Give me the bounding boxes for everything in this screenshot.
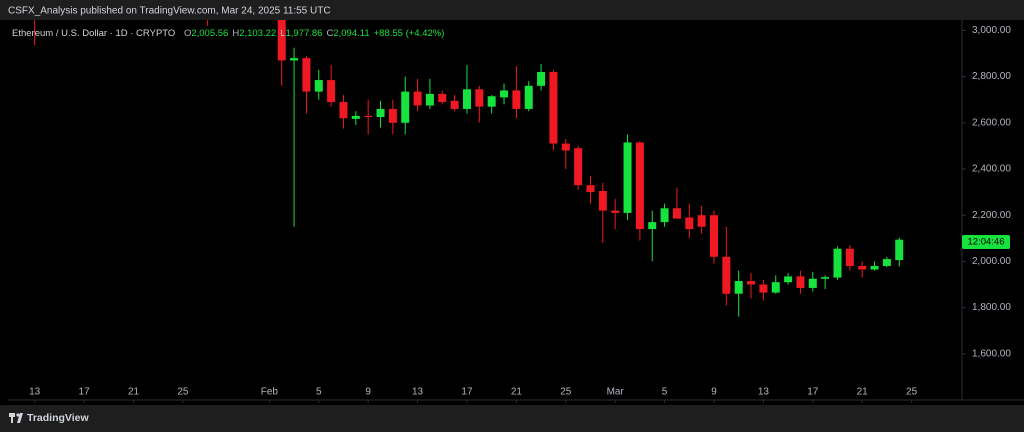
x-tick-label: 17	[807, 387, 819, 398]
x-tick-label: 21	[857, 387, 869, 398]
legend-key: L	[280, 28, 285, 39]
brand-logo	[9, 413, 23, 423]
legend-value: 1,977.86	[285, 28, 322, 39]
candle-body	[500, 90, 509, 98]
candle-body	[339, 102, 348, 119]
candle-body	[895, 239, 904, 261]
candle-body	[425, 93, 434, 106]
y-tick-label: 1,800.00	[972, 302, 1011, 313]
x-tick-label: 25	[177, 387, 189, 398]
x-tick-label: 9	[711, 387, 717, 398]
y-tick-label: 2,800.00	[972, 71, 1011, 82]
candle-body	[314, 80, 323, 92]
candle-body	[561, 143, 570, 151]
top-bar	[0, 0, 1024, 20]
candle-body	[685, 217, 694, 230]
candle-body	[635, 142, 644, 230]
x-tick-label: 9	[365, 387, 371, 398]
legend-change: +88.55 (+4.42%)	[374, 28, 445, 39]
x-tick-label: 21	[128, 387, 140, 398]
candle-body	[574, 148, 583, 186]
candle-body	[351, 115, 360, 119]
candle-body	[660, 208, 669, 223]
candle-body	[401, 91, 410, 123]
legend-value: 2,103.22	[239, 28, 276, 39]
y-tick-label: 2,600.00	[972, 117, 1011, 128]
x-tick-label: 25	[560, 387, 572, 398]
x-tick-label: 5	[662, 387, 668, 398]
legend-value: 2,094.11	[333, 28, 369, 39]
candle-body	[549, 71, 558, 144]
candle-body	[709, 215, 718, 257]
candle-body	[364, 115, 373, 118]
legend-symbol: Ethereum / U.S. Dollar · 1D · CRYPTO	[12, 28, 175, 39]
candle-body	[598, 190, 607, 211]
candle-body	[623, 142, 632, 213]
candle-body	[462, 89, 471, 109]
candle-body	[450, 100, 459, 109]
x-tick-label: Mar	[607, 387, 625, 398]
candle-body	[870, 266, 879, 270]
candle-body	[784, 276, 793, 283]
candle-body	[487, 96, 496, 107]
candle-body	[537, 71, 546, 86]
candle-body	[524, 85, 533, 109]
legend-key: O	[184, 28, 191, 39]
candle-body	[586, 185, 595, 193]
x-tick-label: 13	[29, 387, 41, 398]
candle-body	[734, 281, 743, 294]
candle-body	[771, 282, 780, 293]
candle-body	[833, 248, 842, 278]
candle-body	[648, 222, 657, 230]
candle-body	[697, 215, 706, 227]
candle-body	[277, 20, 286, 61]
candle-body	[808, 278, 817, 288]
legend-value: 2,005.56	[191, 28, 228, 39]
candle-body	[388, 108, 397, 123]
x-tick-label: 5	[316, 387, 322, 398]
candle-body	[796, 276, 805, 288]
candle-body	[882, 259, 891, 267]
plot-area	[34, 20, 904, 317]
y-tick-label: 1,600.00	[972, 348, 1011, 359]
legend: Ethereum / U.S. Dollar · 1D · CRYPTO O2,…	[12, 28, 444, 39]
y-tick-label: 3,000.00	[972, 25, 1011, 36]
footer-brand: TradingView	[27, 412, 89, 424]
y-tick-label: 2,400.00	[972, 164, 1011, 175]
x-tick-label: Feb	[261, 387, 279, 398]
candle-body	[290, 58, 299, 61]
y-tick-label: 2,000.00	[972, 256, 1011, 267]
x-tick-label: 25	[906, 387, 918, 398]
candle-body	[327, 80, 336, 103]
candle-body	[845, 248, 854, 267]
countdown: 12:04:46	[968, 237, 1005, 248]
legend-key: H	[232, 28, 239, 39]
chart-title: CSFX_Analysis published on TradingView.c…	[8, 6, 331, 17]
axes: 1,600.00 1,800.00 2,000.00 2,200.00 2,400.00…	[29, 25, 1011, 403]
candle-body	[672, 208, 681, 219]
x-tick-label: 17	[461, 387, 473, 398]
candle-body	[858, 266, 867, 270]
candle-body	[611, 210, 620, 213]
candle-body	[747, 281, 756, 285]
candle-body	[512, 90, 521, 109]
candle-body	[759, 284, 768, 293]
x-tick-label: 21	[511, 387, 523, 398]
y-tick-label: 2,200.00	[972, 210, 1011, 221]
candle-body	[413, 91, 422, 106]
countdown-box	[962, 235, 1010, 249]
candle-body	[475, 89, 484, 107]
candle-body	[302, 58, 311, 92]
x-tick-label: 17	[79, 387, 91, 398]
candle-body	[376, 108, 385, 118]
x-tick-label: 13	[758, 387, 770, 398]
x-tick-label: 13	[412, 387, 424, 398]
footer-bar	[0, 405, 1024, 432]
candle-body	[438, 93, 447, 103]
legend-key: C	[326, 28, 333, 39]
candle-body	[722, 256, 731, 294]
candle-body	[821, 277, 830, 279]
